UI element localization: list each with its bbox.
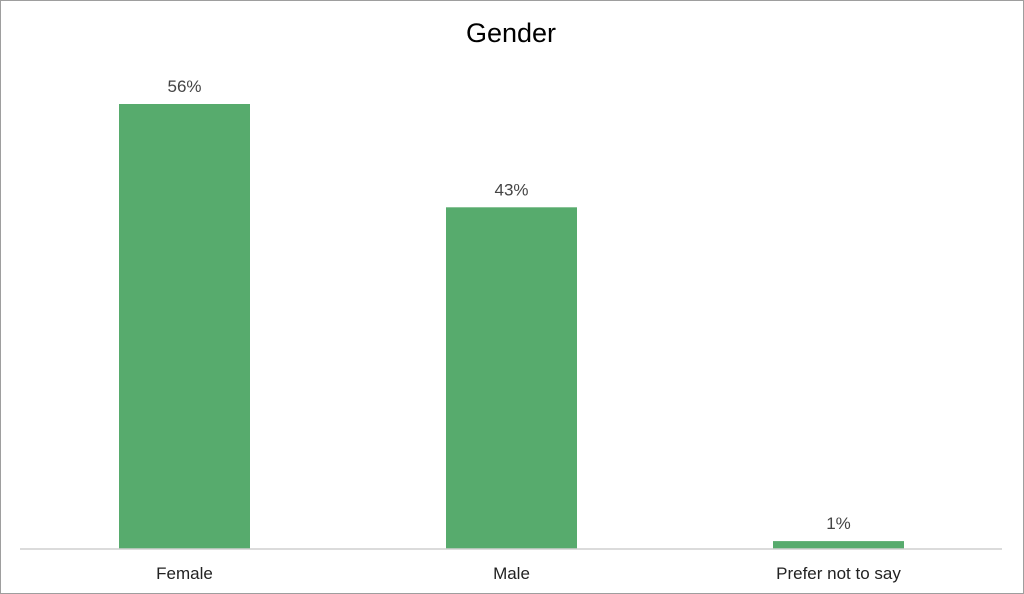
data-label: 1% [826, 514, 851, 533]
bars-group [119, 104, 904, 550]
data-label: 43% [494, 180, 528, 199]
x-tick-label: Female [156, 564, 213, 583]
value-labels-group: 56% 43% 1% [167, 77, 850, 533]
x-tick-label: Male [493, 564, 530, 583]
bar-male [446, 207, 577, 550]
chart-title: Gender [466, 18, 556, 48]
data-label: 56% [167, 77, 201, 96]
x-tick-labels-group: Female Male Prefer not to say [156, 564, 901, 583]
x-tick-label: Prefer not to say [776, 564, 901, 583]
bar-prefer-not-to-say [773, 541, 904, 549]
bar-female [119, 104, 250, 549]
